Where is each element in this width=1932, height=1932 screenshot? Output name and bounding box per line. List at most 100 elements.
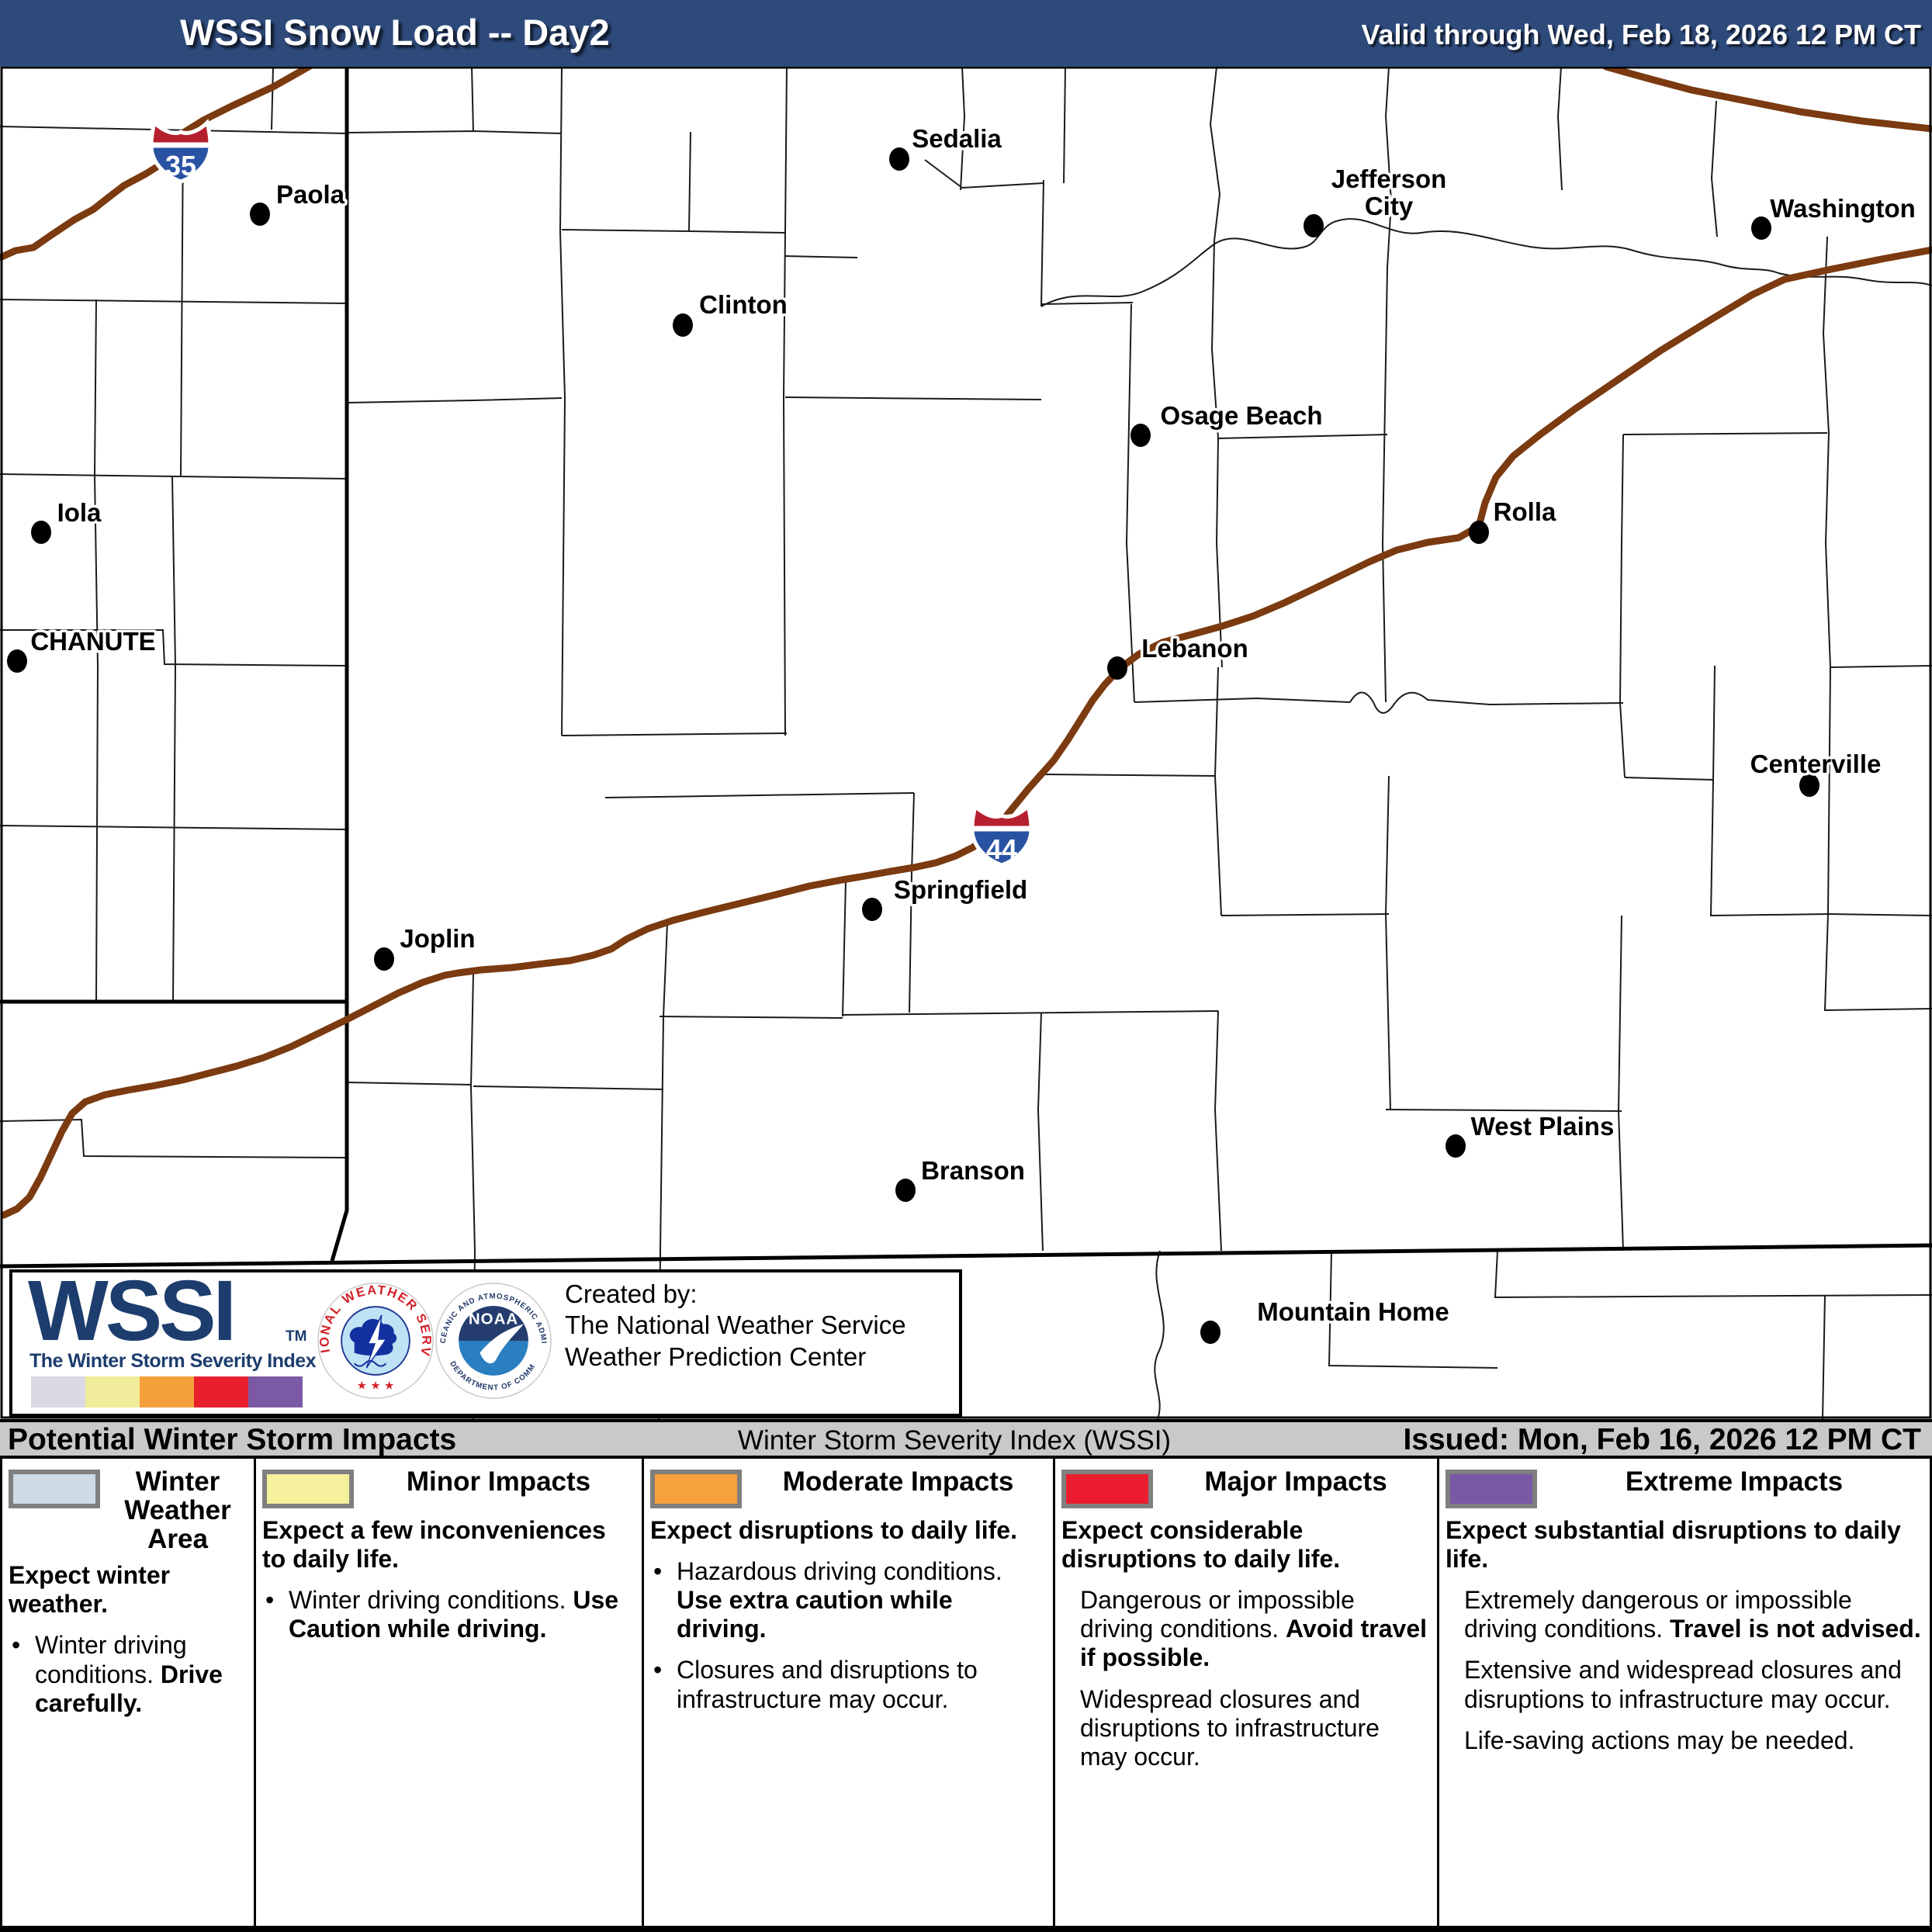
waves-icon <box>354 1359 387 1367</box>
city-label: Washington <box>1770 194 1916 223</box>
legend-column-moderate-impacts: Moderate Impacts Expect disruptions to da… <box>644 1459 1055 1926</box>
map-frame <box>0 67 1932 1419</box>
city-label: Osage Beach <box>1160 401 1322 430</box>
city-label: CHANUTE <box>30 627 155 656</box>
valid-through-text: Valid through Wed, Feb 18, 2026 12 PM CT <box>1361 19 1921 50</box>
severity-color-swatch <box>140 1376 194 1407</box>
city-dot <box>1130 424 1151 447</box>
city-dot <box>1469 521 1489 544</box>
lightning-bolt-icon <box>365 1314 388 1369</box>
legend-swatch <box>1446 1470 1537 1508</box>
legend-swatch <box>650 1470 742 1508</box>
interstate-shields: 35 44 <box>149 119 1034 867</box>
title-bar: WSSI Snow Load -- Day2 Valid through Wed… <box>0 0 1932 67</box>
severity-color-swatch <box>31 1376 85 1407</box>
interstate-44-road <box>0 246 1932 1219</box>
city-label: City <box>1365 192 1414 220</box>
page-title: WSSI Snow Load -- Day2 <box>180 12 610 53</box>
impacts-bar-subtitle: Winter Storm Severity Index (WSSI) <box>737 1425 1172 1456</box>
created-by-line: The National Weather Service <box>565 1311 906 1340</box>
trademark-symbol: TM <box>286 1328 307 1345</box>
city-marker: Washington <box>1751 192 1918 240</box>
city-label: Branson <box>921 1156 1025 1185</box>
legend-swatch <box>262 1470 354 1508</box>
legend-title: Major Impacts <box>1204 1466 1387 1497</box>
legend-item: Extensive and widespread closures and di… <box>1464 1656 1902 1713</box>
wssi-logo-box: WSSI TM The Winter Storm Severity Index … <box>9 1263 962 1417</box>
missouri-river <box>1040 218 1932 307</box>
noaa-wordmark: NOAA <box>469 1311 518 1328</box>
legend-lead: Expect disruptions to daily life. <box>650 1516 1017 1544</box>
city-label: Sedalia <box>912 124 1002 153</box>
city-dot <box>1107 656 1127 680</box>
legend-title: Moderate Impacts <box>782 1466 1014 1497</box>
legend-item: Hazardous driving conditions. Use extra … <box>650 1557 1047 1643</box>
severity-color-swatch <box>194 1376 248 1407</box>
city-label: Springfield <box>894 875 1027 904</box>
interstate-35-road <box>0 67 313 261</box>
city-dot <box>1304 214 1324 237</box>
issued-text: Issued: Mon, Feb 16, 2026 12 PM CT <box>1403 1423 1921 1456</box>
shield-body <box>149 144 213 184</box>
legend-item: Extremely dangerous or impossible drivin… <box>1464 1586 1921 1643</box>
city-label: Jefferson <box>1331 164 1447 193</box>
interstate-44-shield: 44 <box>970 802 1034 867</box>
created-by-text: Created by: The National Weather Service… <box>565 1279 906 1373</box>
severity-color-swatch <box>85 1376 140 1407</box>
city-marker: Iola <box>31 496 105 544</box>
city-marker: Joplin <box>374 922 478 971</box>
city-dot <box>31 521 51 544</box>
city-label: Clinton <box>699 290 788 319</box>
city-dot <box>1799 774 1819 797</box>
legend-swatch <box>9 1470 100 1508</box>
city-dot <box>374 947 394 971</box>
city-dot <box>250 203 270 226</box>
city-label: Lebanon <box>1141 634 1248 663</box>
legend-column-extreme-impacts: Extreme Impacts Expect substantial disrup… <box>1439 1459 1930 1926</box>
legend-item: Dangerous or impossible driving conditio… <box>1080 1586 1428 1672</box>
city-marker: Paola <box>250 178 348 226</box>
legend-lead: Expect a few inconveniences to daily lif… <box>262 1516 606 1574</box>
city-marker: Sedalia <box>889 122 1005 171</box>
city-dot <box>862 898 882 921</box>
city-marker: Osage Beach <box>1130 399 1325 447</box>
city-marker: Centerville <box>1747 747 1884 797</box>
interstate-70-road <box>1602 67 1932 133</box>
legend-title: Minor Impacts <box>406 1466 591 1497</box>
noaa-logo: NATIONAL OCEANIC AND ATMOSPHERIC ADMINIS… <box>435 1283 552 1399</box>
shield-route-number: 35 <box>165 150 196 182</box>
city-label: Rolla <box>1494 497 1556 526</box>
shield-route-number: 44 <box>986 833 1017 865</box>
legend-item: Widespread closures and disruptions to i… <box>1080 1684 1380 1771</box>
city-dot <box>889 147 909 171</box>
legend-swatch <box>1061 1470 1153 1508</box>
nws-stars: ★ ★ ★ <box>357 1379 395 1392</box>
impacts-title-bar: Potential Winter Storm Impacts Winter St… <box>0 1419 1932 1459</box>
city-marker: Lebanon <box>1107 632 1251 680</box>
legend-item: Closures and disruptions to infrastructu… <box>650 1656 1047 1713</box>
legend-item: Winter driving conditions. Drive careful… <box>9 1631 248 1717</box>
legend-title: Extreme Impacts <box>1625 1466 1844 1497</box>
city-marker: Clinton <box>673 288 790 337</box>
impacts-bar-title: Potential Winter Storm Impacts <box>8 1423 457 1456</box>
city-label: Centerville <box>1750 750 1882 778</box>
legend-lead: Expect substantial disruptions to daily … <box>1446 1516 1901 1574</box>
severity-color-swatch <box>248 1376 303 1407</box>
legend-columns: Winter Weather Area Expect winter weather… <box>0 1459 1932 1932</box>
interstate-roads <box>0 67 1932 1219</box>
legend-item: Winter driving conditions. Use Caution w… <box>262 1586 635 1643</box>
city-dot <box>1200 1321 1220 1344</box>
city-marker: Rolla <box>1469 495 1559 544</box>
legend-column-major-impacts: Major Impacts Expect considerable disrupt… <box>1055 1459 1439 1926</box>
legend-item: Life-saving actions may be needed. <box>1464 1726 1855 1754</box>
created-by-line: Weather Prediction Center <box>565 1342 867 1371</box>
map-area: 35 44 Sedalia Paola Jefferson City Washington… <box>0 67 1932 1419</box>
city-label: West Plains <box>1471 1112 1615 1141</box>
shield-crown <box>149 119 213 147</box>
city-marker: CHANUTE <box>7 625 158 673</box>
legend-column-winter-weather-area: Winter Weather Area Expect winter weather… <box>2 1459 256 1926</box>
city-dot <box>673 313 693 337</box>
city-marker: Mountain Home <box>1200 1295 1452 1344</box>
